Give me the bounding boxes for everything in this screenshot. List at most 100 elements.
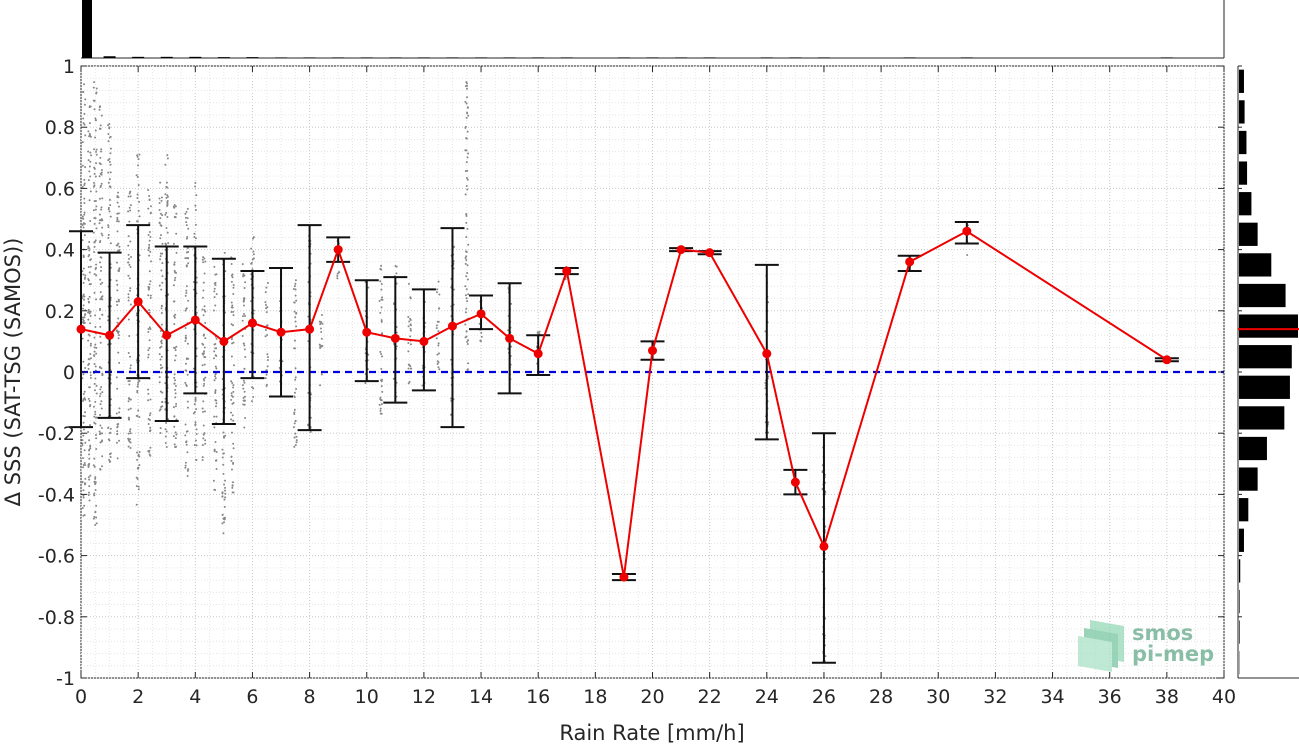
scatter-point — [99, 278, 102, 281]
scatter-point — [437, 366, 440, 369]
scatter-point — [83, 298, 86, 301]
scatter-point — [89, 190, 92, 193]
scatter-point — [93, 241, 96, 244]
scatter-point — [101, 197, 104, 200]
x-tick-label: 10 — [355, 686, 379, 708]
scatter-point — [409, 323, 412, 326]
scatter-point — [215, 415, 218, 418]
scatter-point — [101, 226, 104, 229]
scatter-point — [293, 408, 296, 411]
scatter-point — [88, 165, 91, 168]
scatter-point — [174, 437, 177, 440]
scatter-point — [174, 385, 177, 388]
scatter-point — [137, 209, 140, 212]
scatter-point — [264, 335, 267, 338]
scatter-point — [148, 347, 151, 350]
scatter-point — [99, 184, 102, 187]
scatter-point — [160, 199, 163, 202]
scatter-point — [101, 295, 104, 298]
scatter-point — [166, 200, 169, 203]
scatter-point — [409, 319, 412, 322]
scatter-point — [185, 291, 188, 294]
scatter-point — [318, 320, 321, 323]
scatter-point — [83, 461, 86, 464]
scatter-point — [166, 194, 169, 197]
scatter-point — [135, 485, 138, 488]
scatter-point — [127, 210, 130, 213]
scatter-point — [173, 261, 176, 264]
scatter-point — [89, 353, 92, 356]
scatter-point — [83, 197, 86, 200]
scatter-point — [118, 361, 121, 364]
scatter-point — [173, 215, 176, 218]
mean-point — [447, 321, 457, 331]
scatter-point — [93, 355, 96, 358]
scatter-point — [107, 237, 110, 240]
scatter-point — [244, 356, 247, 359]
scatter-point — [466, 264, 469, 267]
scatter-point — [174, 205, 177, 208]
scatter-point — [465, 236, 468, 239]
scatter-point — [194, 208, 197, 211]
scatter-point — [87, 308, 90, 311]
scatter-point — [201, 456, 204, 459]
scatter-point — [82, 267, 85, 270]
scatter-point — [100, 208, 103, 211]
scatter-point — [116, 230, 119, 233]
top-hist-bar — [760, 57, 773, 58]
scatter-point — [186, 235, 189, 238]
mean-point — [762, 349, 772, 359]
scatter-point — [223, 505, 226, 508]
scatter-point — [408, 380, 411, 383]
scatter-point — [160, 305, 163, 308]
scatter-point — [82, 428, 85, 431]
scatter-point — [164, 193, 167, 196]
scatter-point — [116, 303, 119, 306]
scatter-point — [100, 148, 103, 151]
scatter-point — [147, 392, 150, 395]
scatter-point — [243, 390, 246, 393]
scatter-point — [99, 298, 102, 301]
scatter-point — [82, 117, 85, 120]
scatter-point — [231, 395, 234, 398]
scatter-point — [82, 457, 85, 460]
scatter-point — [252, 236, 255, 239]
scatter-point — [88, 462, 91, 465]
mean-point — [648, 346, 657, 356]
scatter-point — [90, 357, 93, 360]
scatter-point — [129, 398, 132, 401]
scatter-point — [84, 366, 87, 369]
mean-point — [76, 324, 86, 334]
scatter-point — [108, 439, 111, 442]
scatter-point — [184, 362, 187, 365]
scatter-point — [89, 445, 92, 448]
scatter-point — [95, 153, 98, 156]
scatter-point — [81, 164, 84, 167]
mean-point — [676, 245, 686, 255]
scatter-point — [83, 112, 86, 115]
scatter-point — [159, 181, 162, 184]
scatter-point — [95, 522, 98, 525]
scatter-point — [82, 255, 85, 258]
y-tick-label: -1 — [56, 668, 75, 690]
scatter-point — [293, 391, 296, 394]
scatter-point — [160, 345, 163, 348]
scatter-point — [186, 406, 189, 409]
right-hist-bar — [1239, 314, 1298, 338]
scatter-point — [466, 84, 469, 87]
scatter-point — [437, 330, 440, 333]
scatter-point — [93, 336, 96, 339]
scatter-point — [409, 327, 412, 330]
scatter-point — [147, 189, 150, 192]
scatter-point — [93, 515, 96, 518]
scatter-point — [116, 426, 119, 429]
scatter-point — [83, 449, 86, 452]
scatter-point — [194, 396, 197, 399]
scatter-point — [318, 343, 321, 346]
scatter-point — [295, 435, 298, 438]
scatter-point — [93, 81, 96, 84]
scatter-point — [230, 459, 233, 462]
scatter-point — [138, 153, 141, 156]
right-hist-bar — [1239, 559, 1241, 583]
scatter-point — [94, 377, 97, 380]
